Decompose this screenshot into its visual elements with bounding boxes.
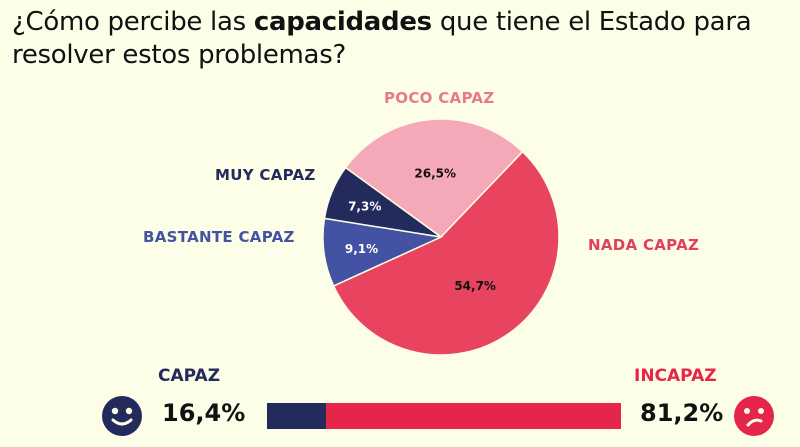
- title-text: ¿Cómo percibe las: [12, 7, 254, 37]
- smiley-face-icon: [102, 396, 142, 436]
- pie-value-poco-capaz: 26,5%: [414, 166, 456, 180]
- title-text-cont: que tiene el Estado para: [431, 7, 752, 37]
- pie-value-muy-capaz: 7,3%: [348, 199, 381, 213]
- pie-value-bastante-capaz: 9,1%: [345, 242, 378, 256]
- label-bastante-capaz: BASTANTE CAPAZ: [143, 228, 295, 246]
- label-muy-capaz: MUY CAPAZ: [215, 166, 316, 184]
- sad-face-icon: [734, 396, 774, 436]
- summary-bar-capaz: [267, 403, 327, 429]
- incapaz-label: INCAPAZ: [634, 366, 717, 386]
- label-poco-capaz: POCO CAPAZ: [384, 89, 495, 107]
- chart-title: ¿Cómo percibe las capacidades que tiene …: [12, 6, 752, 72]
- incapaz-percent: 81,2%: [640, 399, 724, 427]
- label-nada-capaz: NADA CAPAZ: [588, 236, 700, 254]
- title-bold-text: capacidades: [253, 7, 432, 37]
- capaz-label: CAPAZ: [158, 366, 221, 386]
- summary-bar: [267, 403, 621, 429]
- capaz-percent: 16,4%: [162, 399, 246, 427]
- pie-value-nada-capaz: 54,7%: [454, 279, 496, 293]
- pie-slice-poco-capaz: [344, 118, 524, 238]
- pie-slice-nada-capaz: [332, 150, 560, 356]
- pie-slice-muy-capaz: [323, 166, 442, 238]
- title-line2: resolver estos problemas?: [12, 40, 346, 70]
